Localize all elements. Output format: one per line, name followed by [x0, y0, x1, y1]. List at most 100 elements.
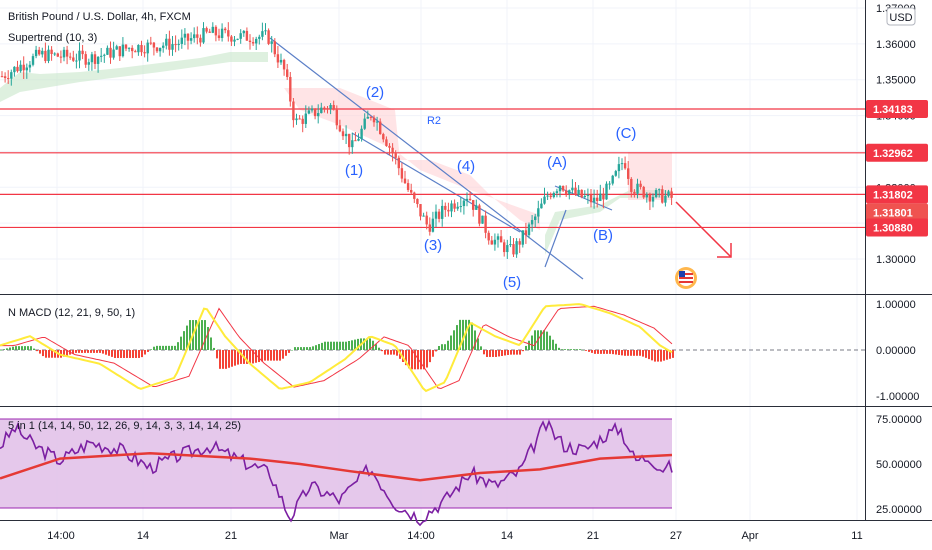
trend-lines[interactable] [269, 37, 613, 280]
candle-body [515, 241, 518, 255]
macd-hist-bar [363, 338, 365, 350]
candle-body [62, 49, 66, 58]
supertrend-legend[interactable]: Supertrend (10, 3) [8, 32, 97, 44]
macd-hist-bar [54, 350, 56, 358]
candle-body [186, 33, 190, 41]
macd-hist-bar [210, 337, 212, 350]
macd-hist-bar [24, 346, 26, 350]
macd-hist-bar [96, 350, 98, 353]
candle-body [648, 194, 652, 202]
macd-hist-bar [531, 335, 533, 350]
macd-hist-bar [36, 350, 38, 352]
macd-hist-bar [153, 346, 155, 350]
candle-body [93, 54, 97, 64]
us-flag-event-icon[interactable] [675, 267, 697, 289]
macd-title[interactable]: N MACD (12, 21, 9, 50, 1) [8, 307, 135, 319]
macd-hist-bar [3, 349, 5, 350]
trend-line[interactable] [554, 185, 613, 211]
forecast-arrow[interactable] [675, 201, 732, 258]
price-level-tags[interactable]: 1.34183 1.32962 1.31802 1.31801 1.30880 [866, 100, 928, 237]
candle-body [121, 44, 125, 57]
trend-line[interactable] [269, 37, 584, 280]
currency-badge[interactable]: USD [886, 7, 916, 26]
candle-body [586, 194, 590, 197]
wave-label: (1) [345, 162, 363, 179]
macd-hist-bar [546, 331, 548, 350]
macd-line [0, 303, 673, 393]
macd-pane[interactable]: N MACD (12, 21, 9, 50, 1) [0, 303, 865, 393]
wave-label: (2) [366, 84, 384, 101]
macd-hist-bar [315, 345, 317, 350]
candle-body [431, 218, 435, 232]
macd-hist-bar [138, 350, 140, 358]
candle-body [664, 195, 667, 203]
five-in-one-pane[interactable]: 5 in 1 (14, 14, 50, 12, 26, 9, 14, 3, 3,… [0, 418, 673, 527]
macd-hist-bar [609, 350, 611, 354]
macd-axis[interactable]: 1.00000 0.00000 -1.00000 [876, 299, 919, 403]
candle-body [320, 107, 323, 114]
trend-line[interactable] [351, 132, 521, 233]
macd-hist-bar [201, 320, 203, 350]
candle-body [273, 41, 276, 55]
macd-hist-bar [39, 350, 41, 354]
candle-body [332, 104, 335, 110]
candle-body [382, 134, 385, 140]
candle-body [351, 140, 354, 148]
candle-body [239, 33, 242, 39]
macd-hist-bar [564, 349, 566, 350]
rsi-tick-label: 75.00000 [876, 414, 922, 426]
macd-hist-bar [618, 350, 620, 355]
price-level-tag-label: 1.32962 [873, 148, 913, 160]
macd-hist-bar [486, 350, 488, 357]
macd-hist-bar [114, 350, 116, 358]
macd-tick-label: 0.00000 [876, 345, 916, 357]
macd-hist-bar [234, 350, 236, 366]
macd-hist-bar [330, 341, 332, 350]
macd-hist-bar [477, 338, 479, 350]
rsi-tick-label: 50.00000 [876, 459, 922, 471]
macd-hist-bar [396, 350, 398, 356]
candle-body [530, 220, 534, 225]
rsi-axis[interactable]: 75.00000 50.00000 25.00000 [876, 414, 922, 516]
time-axis[interactable]: 14:00 14 21 Mar 14:00 14 21 27 Apr 11 [47, 530, 862, 542]
price-level-tag[interactable] [866, 203, 928, 222]
candle-body [565, 190, 568, 194]
candle-body [87, 62, 90, 65]
macd-hist-bar [12, 346, 14, 350]
candle-body [348, 133, 351, 148]
symbol-title[interactable]: British Pound / U.S. Dollar, 4h, FXCM [8, 11, 191, 23]
candle-body [208, 31, 211, 33]
price-pane[interactable]: (1) (2) (3) (4) (5) (A) (B) (C) R2 [0, 22, 865, 291]
macd-hist-bar [99, 350, 101, 353]
macd-hist-bar [342, 341, 344, 350]
price-level-tag[interactable] [866, 185, 928, 204]
macd-hist-bar [591, 350, 593, 353]
macd-hist-bar [645, 350, 647, 358]
macd-hist-bar [426, 350, 428, 368]
macd-hist-bar [540, 330, 542, 350]
candle-body [25, 67, 28, 71]
wave-labels: (1) (2) (3) (4) (5) (A) (B) (C) R2 [345, 84, 637, 291]
candle-body [354, 140, 357, 142]
candle-body [667, 191, 670, 196]
macd-hist-bar [567, 349, 569, 350]
candle-body [304, 113, 307, 124]
candle-body [19, 64, 22, 72]
five-in-one-title[interactable]: 5 in 1 (14, 14, 50, 12, 26, 9, 14, 3, 3,… [8, 420, 241, 432]
candle-body [109, 47, 112, 58]
candle-body [506, 245, 509, 253]
price-level-tag[interactable] [866, 218, 928, 237]
price-level-tag[interactable] [866, 143, 928, 162]
trend-line[interactable] [544, 209, 567, 268]
candle-body [627, 168, 630, 179]
macd-hist-bar [423, 350, 425, 370]
wave-label: (C) [616, 125, 637, 142]
macd-hist-bar [549, 335, 551, 350]
macd-hist-bar [669, 350, 671, 359]
macd-hist-bar [102, 350, 104, 354]
macd-hist-bar [636, 350, 638, 356]
macd-hist-bar [483, 350, 485, 355]
macd-hist-bar [480, 346, 482, 350]
price-level-tag[interactable] [866, 100, 928, 119]
